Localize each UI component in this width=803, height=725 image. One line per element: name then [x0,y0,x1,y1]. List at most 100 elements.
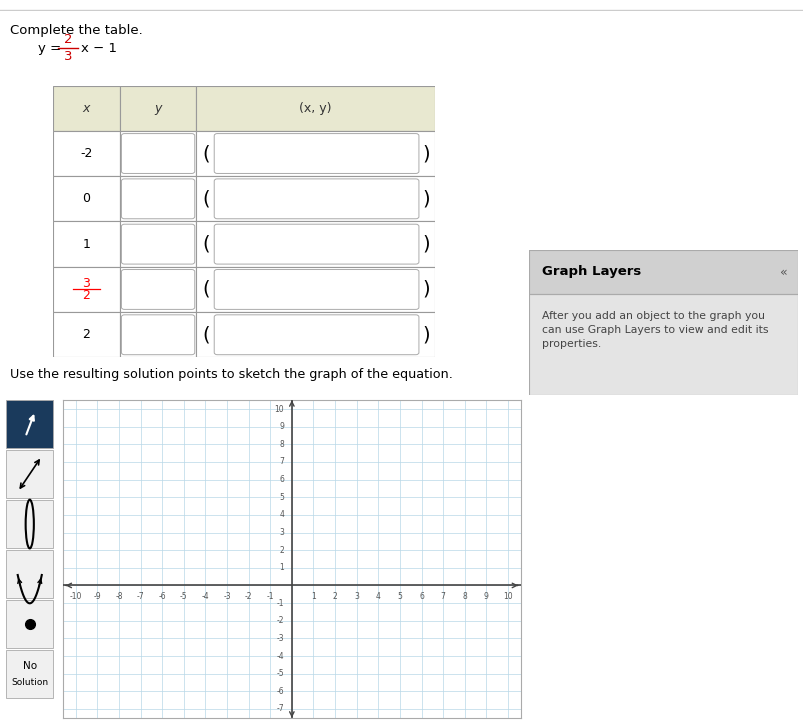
Text: 3: 3 [279,528,284,537]
FancyBboxPatch shape [214,179,418,219]
Text: -6: -6 [276,687,284,696]
FancyBboxPatch shape [53,130,120,176]
FancyBboxPatch shape [120,130,196,176]
Text: x: x [83,102,90,115]
FancyBboxPatch shape [196,312,434,357]
Text: No: No [22,661,37,671]
Text: 9: 9 [279,422,284,431]
Text: 8: 8 [462,592,467,602]
Text: 4: 4 [376,592,381,602]
Text: -5: -5 [276,669,284,678]
FancyBboxPatch shape [6,500,53,548]
FancyBboxPatch shape [53,222,120,267]
Text: x − 1: x − 1 [81,41,117,54]
FancyBboxPatch shape [121,270,194,310]
Text: -6: -6 [158,592,165,602]
Text: -8: -8 [115,592,123,602]
Text: -2: -2 [276,616,284,625]
Text: 2: 2 [279,546,284,555]
Text: -9: -9 [93,592,101,602]
Text: -4: -4 [276,652,284,660]
Text: (x, y): (x, y) [299,102,332,115]
FancyBboxPatch shape [196,86,434,130]
FancyBboxPatch shape [214,270,418,310]
Text: (: ( [202,280,210,299]
Text: ): ) [422,235,430,254]
Text: 4: 4 [279,510,284,519]
Text: (: ( [202,189,210,208]
Text: ): ) [422,326,430,344]
Text: 8: 8 [279,440,284,449]
FancyBboxPatch shape [120,86,196,130]
Text: -2: -2 [245,592,252,602]
FancyBboxPatch shape [53,86,120,130]
Text: -7: -7 [276,705,284,713]
FancyBboxPatch shape [53,312,120,357]
Text: y =: y = [38,41,61,54]
FancyBboxPatch shape [121,133,194,173]
Text: y: y [154,102,161,115]
Text: 6: 6 [279,475,284,484]
Text: 7: 7 [440,592,445,602]
FancyBboxPatch shape [121,224,194,264]
FancyBboxPatch shape [6,650,53,698]
Text: 5: 5 [279,493,284,502]
FancyBboxPatch shape [6,600,53,648]
Text: 2: 2 [332,592,337,602]
Text: 1: 1 [83,238,90,251]
Text: -1: -1 [276,599,284,608]
Text: 1: 1 [279,563,284,572]
FancyBboxPatch shape [121,179,194,219]
FancyBboxPatch shape [196,267,434,312]
FancyBboxPatch shape [53,176,120,222]
FancyBboxPatch shape [196,130,434,176]
FancyBboxPatch shape [214,224,418,264]
Text: ): ) [422,189,430,208]
Text: 2: 2 [83,289,90,302]
Text: -10: -10 [69,592,82,602]
FancyBboxPatch shape [214,315,418,355]
Text: Solution: Solution [11,678,48,687]
FancyBboxPatch shape [6,550,53,598]
Text: 10: 10 [275,405,284,413]
Text: (: ( [202,144,210,163]
Text: -3: -3 [223,592,230,602]
Text: «: « [779,265,787,278]
FancyBboxPatch shape [120,267,196,312]
Text: 3: 3 [354,592,359,602]
FancyBboxPatch shape [6,450,53,498]
Text: ): ) [422,280,430,299]
FancyBboxPatch shape [121,315,194,355]
Text: -1: -1 [266,592,274,602]
FancyBboxPatch shape [120,312,196,357]
Text: 0: 0 [83,192,91,205]
FancyBboxPatch shape [528,250,797,395]
Text: Complete the table.: Complete the table. [10,24,143,37]
Text: 7: 7 [279,457,284,466]
Text: -4: -4 [202,592,209,602]
Text: -2: -2 [80,147,92,160]
Text: ): ) [422,144,430,163]
Text: 10: 10 [503,592,512,602]
Text: 1: 1 [311,592,316,602]
Text: Graph Layers: Graph Layers [542,265,641,278]
Text: -3: -3 [276,634,284,643]
Text: After you add an object to the graph you
can use Graph Layers to view and edit i: After you add an object to the graph you… [542,311,768,349]
FancyBboxPatch shape [120,176,196,222]
Text: 9: 9 [483,592,488,602]
FancyBboxPatch shape [53,267,120,312]
FancyBboxPatch shape [196,176,434,222]
Text: 3: 3 [83,277,90,290]
Text: 6: 6 [418,592,423,602]
FancyBboxPatch shape [528,250,797,294]
Text: 2: 2 [83,328,90,341]
FancyBboxPatch shape [120,222,196,267]
Text: 3: 3 [64,51,72,64]
Text: (: ( [202,235,210,254]
Text: -7: -7 [137,592,145,602]
Text: 2: 2 [64,33,72,46]
Text: -5: -5 [180,592,187,602]
Text: 5: 5 [397,592,402,602]
FancyBboxPatch shape [214,133,418,173]
FancyBboxPatch shape [196,222,434,267]
